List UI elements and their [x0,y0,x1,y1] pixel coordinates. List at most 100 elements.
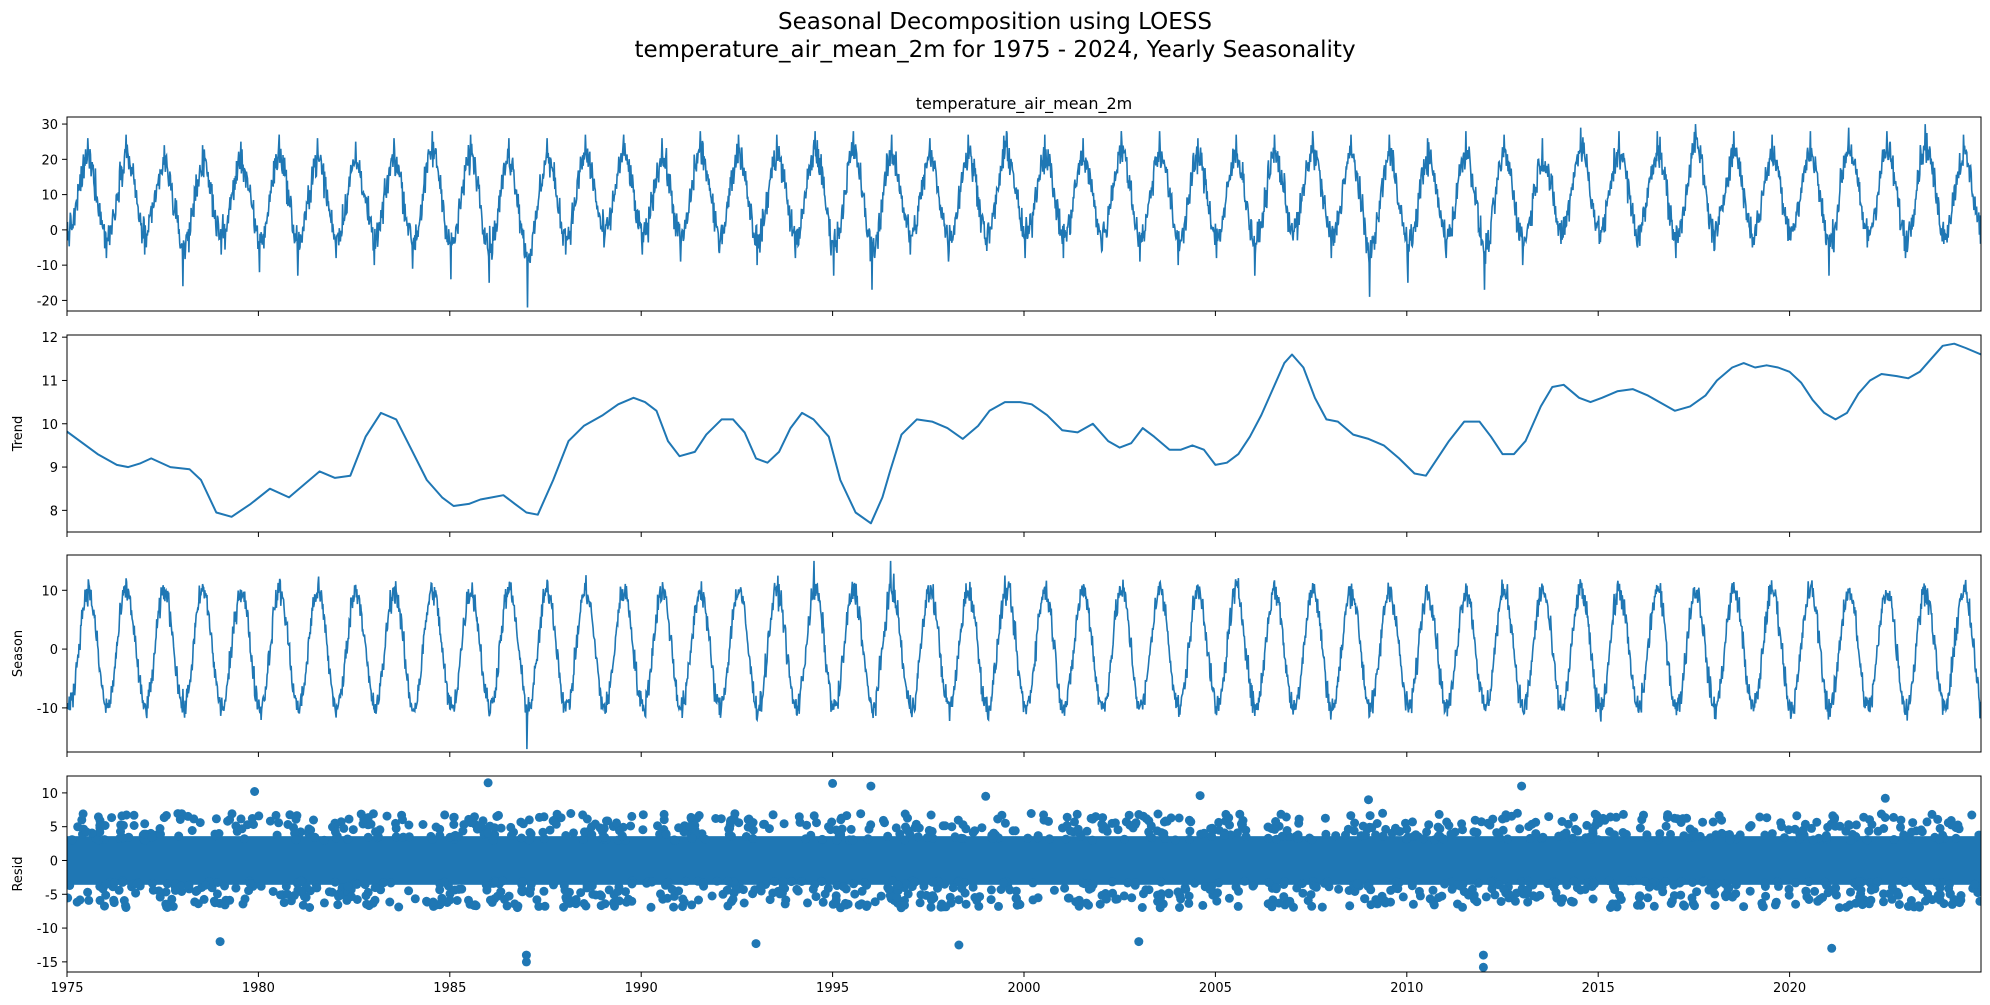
resid-point [470,812,479,822]
resid-point [1527,819,1537,829]
resid-point [1156,889,1166,899]
resid-point [1880,793,1890,803]
resid-point [700,834,710,844]
resid-point [552,809,562,819]
resid-point [1492,828,1502,838]
resid-point [1440,879,1450,889]
resid-point [1190,878,1200,888]
resid-point [1271,834,1281,844]
resid-point [175,815,185,824]
resid-point [187,826,197,835]
resid-point [1233,828,1242,838]
resid-point [437,896,447,906]
resid-point [1717,815,1727,825]
resid-point [1174,813,1184,823]
resid-point [195,818,205,828]
resid-point [681,876,691,886]
resid-point [1098,821,1108,831]
resid-point [1206,824,1216,834]
resid-point [1935,895,1945,905]
resid-point [507,831,516,840]
resid-point [1682,813,1692,823]
resid-point [1559,830,1569,840]
resid-point [361,891,371,901]
resid-point [786,877,796,887]
resid-point [1248,881,1258,891]
resid-point [582,883,592,893]
resid-point [454,884,464,894]
resid-point [428,897,438,907]
resid-point [1173,887,1183,897]
resid-point [1107,877,1117,887]
resid-point [1033,893,1043,903]
resid-point [1889,835,1899,844]
resid-point [1691,831,1701,841]
resid-point [828,899,838,909]
resid-point [379,878,389,888]
resid-point [1636,900,1646,910]
resid-point [391,823,401,833]
resid-point [1562,880,1572,890]
resid-point [1419,834,1428,844]
resid-point [1074,895,1084,905]
resid-point [883,831,893,841]
resid-point [212,889,222,899]
resid-point [1790,824,1800,834]
resid-point [850,889,860,899]
y-tick-label: -10 [37,922,58,937]
resid-point [1026,809,1036,818]
resid-point [1974,830,1981,840]
resid-point [496,823,506,833]
resid-point [445,895,455,905]
resid-point [600,899,610,909]
resid-point [1119,834,1129,844]
resid-point [578,834,588,844]
resid-point [1241,825,1251,835]
resid-point [1386,885,1396,895]
resid-point [1515,824,1525,834]
resid-point [996,885,1006,894]
resid-point [778,876,788,886]
resid-point [1061,834,1071,844]
resid-point [1212,896,1222,906]
resid-point [1935,823,1945,833]
resid-point [646,902,656,912]
resid-point [1095,899,1105,909]
resid-point [1667,896,1677,906]
resid-point [900,900,909,910]
resid-point [1402,824,1412,834]
resid-point [140,819,150,829]
resid-point [1153,809,1163,819]
resid-point [1946,816,1956,825]
resid-point [148,885,158,895]
y-tick-label: 10 [41,787,58,802]
resid-point [1199,828,1209,838]
resid-point [363,832,373,842]
resid-point [1049,885,1059,895]
resid-point [1618,828,1628,837]
resid-point [1947,899,1957,909]
resid-point [1758,901,1767,911]
resid-point [667,884,677,894]
y-tick-label: 8 [50,504,58,519]
resid-point [1906,835,1916,845]
resid-point [109,878,119,888]
resid-point [999,878,1009,888]
y-tick-label: -5 [45,888,58,903]
resid-point [1854,877,1864,887]
resid-point [75,895,85,905]
resid-point [312,883,322,893]
resid-point [1725,835,1735,845]
resid-point [147,878,157,888]
resid-point [1676,890,1686,900]
resid-point [1746,821,1756,830]
resid-point [1663,810,1673,820]
resid-point [192,885,202,895]
resid-point [661,830,671,839]
resid-point [1879,897,1888,907]
resid-point [595,890,605,900]
resid-point [254,811,264,821]
resid-point [304,824,314,834]
x-tick-label: 1980 [242,981,275,996]
resid-point [775,889,785,899]
